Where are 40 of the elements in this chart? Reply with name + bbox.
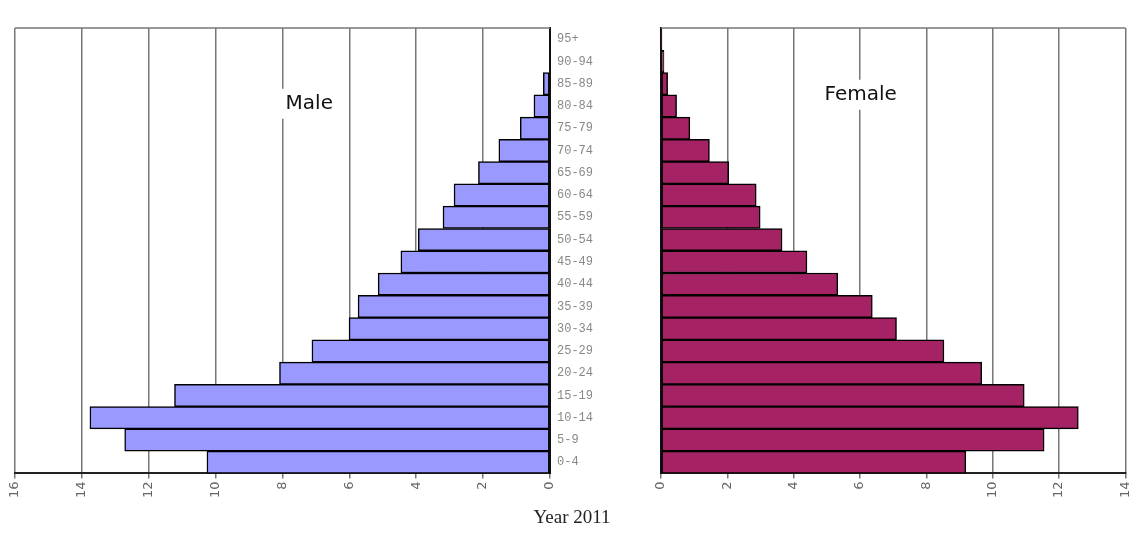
y-tick-label: 25-29 <box>556 344 594 359</box>
x-tick-label: 8 <box>273 481 289 490</box>
y-tick-label: 55-59 <box>556 210 594 225</box>
x-tick-label: 14 <box>1116 481 1132 498</box>
x-tick-label: 8 <box>917 481 933 490</box>
x-tick-label: 6 <box>340 481 356 490</box>
x-tick-label: 12 <box>1050 481 1066 498</box>
y-tick-label: 70-74 <box>556 143 594 158</box>
x-tick-label: 4 <box>785 481 801 490</box>
y-tick-label: 0-4 <box>556 455 579 470</box>
y-tick-label: 30-34 <box>556 321 594 336</box>
y-tick-label: 90-94 <box>556 54 594 69</box>
x-tick-label: 14 <box>73 481 89 498</box>
x-tick-label: 4 <box>407 481 423 490</box>
x-tick-label: 0 <box>541 481 557 490</box>
y-tick-label: 35-39 <box>556 299 594 314</box>
x-tick-label: 2 <box>718 481 734 490</box>
y-tick-label: 80-84 <box>556 99 594 114</box>
x-tick-label: 12 <box>140 481 156 498</box>
y-tick-label: 60-64 <box>556 188 594 203</box>
x-tick-label: 0 <box>652 481 668 490</box>
y-tick-label: 15-19 <box>556 388 594 403</box>
x-tick-label: 10 <box>984 481 1000 498</box>
y-tick-label: 10-14 <box>556 410 594 425</box>
y-tick-label: 65-69 <box>556 165 594 180</box>
text: Male <box>285 89 333 114</box>
text: Female <box>824 81 897 106</box>
y-tick-label: 45-49 <box>556 255 594 270</box>
text: Year 2011 <box>532 506 612 528</box>
x-tick-label: 2 <box>474 481 490 490</box>
y-tick-label: 95+ <box>556 32 579 47</box>
x-tick-label: 10 <box>207 481 222 498</box>
y-tick-label: 85-89 <box>556 76 594 91</box>
x-tick-label: 16 <box>6 481 22 498</box>
y-tick-label: 5-9 <box>556 433 579 448</box>
x-tick-label: 6 <box>851 481 867 490</box>
y-tick-label: 75-79 <box>556 121 594 136</box>
y-tick-label: 40-44 <box>556 277 594 292</box>
y-tick-label: 20-24 <box>556 366 594 381</box>
y-tick-label: 50-54 <box>556 232 594 247</box>
